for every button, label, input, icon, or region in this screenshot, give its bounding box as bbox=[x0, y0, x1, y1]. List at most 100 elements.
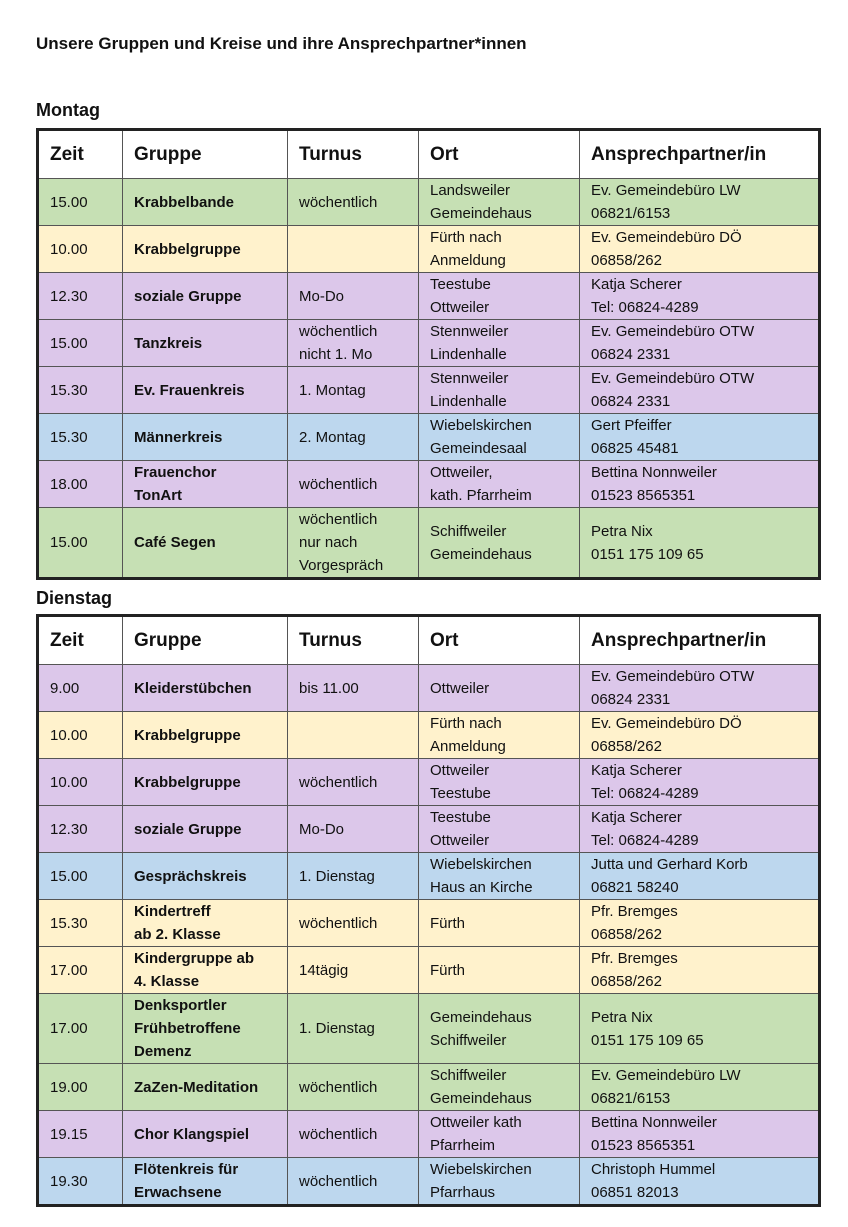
cell-line: 18.00 bbox=[50, 475, 88, 493]
cell-frequency: wöchentlich bbox=[287, 1063, 419, 1111]
cell-line: soziale Gruppe bbox=[134, 820, 242, 838]
cell-frequency: wöchentlich bbox=[287, 178, 419, 226]
cell-frequency: 1. Dienstag bbox=[287, 993, 419, 1064]
cell-line: wöchentlich bbox=[299, 475, 378, 493]
cell-location: Schiffweiler Gemeindehaus bbox=[418, 507, 580, 579]
cell-location: Stennweiler Lindenhalle bbox=[418, 319, 580, 367]
cell-line: ab 2. Klasse bbox=[134, 926, 221, 943]
cell-line: 0151 175 109 65 bbox=[591, 1031, 704, 1049]
cell-contact: Ev. Gemeindebüro OTW 06824 2331 bbox=[579, 664, 820, 712]
cell-line: Gemeindesaal bbox=[430, 440, 527, 457]
cell-location: Ottweiler, kath. Pfarrheim bbox=[418, 460, 580, 508]
cell-line: Krabbelgruppe bbox=[134, 773, 241, 791]
cell-group: ZaZen-Meditation bbox=[122, 1063, 288, 1111]
cell-contact: Jutta und Gerhard Korb 06821 58240 bbox=[579, 852, 820, 900]
cell-line: Denksportler bbox=[134, 997, 227, 1014]
cell-group: Tanzkreis bbox=[122, 319, 288, 367]
cell-line: 2. Montag bbox=[299, 428, 366, 446]
cell-line: Schiffweiler bbox=[430, 1067, 507, 1084]
day-heading-montag: Montag bbox=[36, 100, 100, 120]
cell-contact: Bettina Nonnweiler 01523 8565351 bbox=[579, 1110, 820, 1158]
cell-line: Katja Scherer bbox=[591, 276, 682, 293]
cell-time: 10.00 bbox=[37, 758, 123, 806]
cell-line: Fürth bbox=[430, 961, 466, 979]
cell-line: 1. Dienstag bbox=[299, 1020, 375, 1037]
column-header-group: Gruppe bbox=[122, 615, 288, 665]
cell-group: Kindertreff ab 2. Klasse bbox=[122, 899, 288, 947]
cell-line: soziale Gruppe bbox=[134, 287, 242, 305]
cell-contact: Bettina Nonnweiler 01523 8565351 bbox=[579, 460, 820, 508]
cell-line: Krabbelgruppe bbox=[134, 240, 241, 258]
cell-line: nicht 1. Mo bbox=[299, 346, 373, 363]
cell-line: Gemeindehaus bbox=[430, 1008, 532, 1026]
cell-line: 9.00 bbox=[50, 679, 80, 697]
cell-line: Erwachsene bbox=[134, 1184, 222, 1201]
cell-line: 06821/6153 bbox=[591, 205, 671, 222]
cell-line: nur nach bbox=[299, 534, 358, 551]
cell-frequency: wöchentlich nicht 1. Mo bbox=[287, 319, 419, 367]
cell-group: Gesprächskreis bbox=[122, 852, 288, 900]
cell-line: Wiebelskirchen bbox=[430, 856, 532, 873]
cell-contact: Pfr. Bremges 06858/262 bbox=[579, 946, 820, 994]
cell-line: Café Segen bbox=[134, 534, 216, 551]
cell-time: 18.00 bbox=[37, 460, 123, 508]
cell-frequency bbox=[287, 225, 419, 273]
cell-location: Teestube Ottweiler bbox=[418, 272, 580, 320]
cell-line: 06851 82013 bbox=[591, 1184, 679, 1201]
header-row: Zeit Gruppe Turnus Ort Ansprechpartner/in bbox=[37, 615, 820, 665]
cell-group: Flötenkreis für Erwachsene bbox=[122, 1157, 288, 1206]
cell-line: Kindertreff bbox=[134, 903, 211, 920]
cell-line: Anmeldung bbox=[430, 738, 506, 755]
cell-line: 06824 2331 bbox=[591, 393, 671, 410]
cell-frequency: Mo-Do bbox=[287, 272, 419, 320]
cell-contact: Katja Scherer Tel: 06824-4289 bbox=[579, 805, 820, 853]
cell-line: Tanzkreis bbox=[134, 334, 203, 352]
cell-frequency: bis 11.00 bbox=[287, 664, 419, 712]
cell-line: Pfr. Bremges bbox=[591, 950, 678, 967]
cell-group: soziale Gruppe bbox=[122, 805, 288, 853]
cell-time: 10.00 bbox=[37, 225, 123, 273]
table-row: 12.30 soziale Gruppe Mo-Do Teestube Ottweile… bbox=[37, 805, 820, 853]
cell-contact: Ev. Gemeindebüro LW 06821/6153 bbox=[579, 1063, 820, 1111]
cell-line: 15.30 bbox=[50, 381, 88, 399]
schedule-table-dienstag: Zeit Gruppe Turnus Ort Ansprechpartner/in 9.0… bbox=[36, 614, 821, 1207]
table-row: 18.00 Frauenchor TonArt wöchentlich Ottweile… bbox=[37, 460, 820, 508]
cell-time: 15.30 bbox=[37, 899, 123, 947]
cell-line: 10.00 bbox=[50, 726, 88, 744]
cell-line: wöchentlich bbox=[299, 773, 378, 791]
cell-line: Gesprächskreis bbox=[134, 867, 247, 885]
cell-contact: Petra Nix 0151 175 109 65 bbox=[579, 507, 820, 579]
cell-line: 1. Montag bbox=[299, 381, 366, 399]
cell-line: Ottweiler bbox=[430, 832, 490, 849]
cell-line: Vorgespräch bbox=[299, 557, 384, 574]
table-row: 15.00 Krabbelbande wöchentlich Landsweiler G… bbox=[37, 178, 820, 226]
cell-frequency: 1. Montag bbox=[287, 366, 419, 414]
cell-line: 19.00 bbox=[50, 1078, 88, 1096]
cell-line: Tel: 06824-4289 bbox=[591, 832, 699, 849]
cell-group: Krabbelgruppe bbox=[122, 711, 288, 759]
table-row: 12.30 soziale Gruppe Mo-Do Teestube Ottweile… bbox=[37, 272, 820, 320]
cell-line: Wiebelskirchen bbox=[430, 1161, 532, 1178]
cell-time: 15.00 bbox=[37, 507, 123, 579]
cell-frequency: wöchentlich bbox=[287, 460, 419, 508]
cell-location: Schiffweiler Gemeindehaus bbox=[418, 1063, 580, 1111]
cell-frequency: 2. Montag bbox=[287, 413, 419, 461]
cell-group: Männerkreis bbox=[122, 413, 288, 461]
cell-group: Krabbelgruppe bbox=[122, 225, 288, 273]
table-row: 17.00 Denksportler Frühbetroffene Demenz 1. … bbox=[37, 993, 820, 1064]
schedule-table-montag: Zeit Gruppe Turnus Ort Ansprechpartner/in 15.… bbox=[36, 128, 821, 580]
table-row: 17.00 Kindergruppe ab 4. Klasse 14tägig Fürt… bbox=[37, 946, 820, 994]
cell-line: wöchentlich bbox=[299, 511, 378, 528]
cell-line: Ev. Gemeindebüro OTW bbox=[591, 323, 755, 340]
cell-line: Bettina Nonnweiler bbox=[591, 1114, 717, 1131]
cell-time: 15.00 bbox=[37, 178, 123, 226]
cell-line: 06821/6153 bbox=[591, 1090, 671, 1107]
cell-line: Ottweiler bbox=[430, 299, 490, 316]
column-header-location: Ort bbox=[418, 615, 580, 665]
cell-line: Ev. Gemeindebüro LW bbox=[591, 182, 741, 199]
cell-line: 06825 45481 bbox=[591, 440, 679, 457]
column-header-group: Gruppe bbox=[122, 129, 288, 179]
cell-time: 15.30 bbox=[37, 413, 123, 461]
table-row: 15.30 Ev. Frauenkreis 1. Montag Stennweiler… bbox=[37, 366, 820, 414]
cell-location: Fürth nach Anmeldung bbox=[418, 711, 580, 759]
